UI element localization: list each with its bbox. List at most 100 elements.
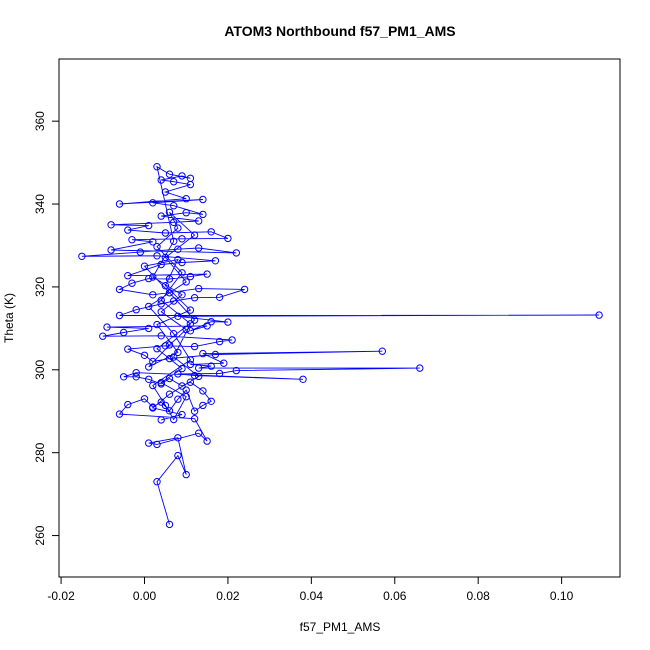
data-point bbox=[182, 393, 190, 401]
data-point bbox=[195, 217, 203, 225]
data-point bbox=[207, 362, 215, 370]
data-point bbox=[165, 390, 174, 398]
data-point bbox=[132, 369, 140, 377]
data-point bbox=[195, 429, 203, 437]
data-point bbox=[228, 336, 236, 344]
data-point bbox=[299, 375, 307, 383]
data-point bbox=[203, 270, 211, 278]
data-point bbox=[195, 244, 203, 252]
data-point bbox=[190, 342, 199, 351]
data-point bbox=[157, 300, 165, 308]
data-point bbox=[199, 401, 207, 410]
data-point bbox=[190, 371, 199, 380]
data-point bbox=[136, 248, 145, 256]
x-tick-label: 0.08 bbox=[467, 589, 491, 603]
data-point bbox=[203, 322, 211, 330]
data-point bbox=[595, 311, 603, 319]
x-tick-label: 0.06 bbox=[383, 589, 407, 603]
axes-layer: -0.02 0.00 0.02 0.04 0.06 0.08 0.10 260 280 300 32… bbox=[33, 111, 574, 603]
data-point bbox=[224, 318, 232, 326]
data-point bbox=[195, 364, 203, 372]
data-point bbox=[178, 172, 186, 180]
data-point bbox=[178, 382, 186, 390]
data-point bbox=[186, 306, 195, 314]
data-point bbox=[107, 246, 115, 254]
data-point bbox=[124, 345, 132, 353]
data-point bbox=[182, 209, 190, 217]
data-point bbox=[165, 289, 174, 297]
data-point bbox=[124, 400, 132, 409]
data-point bbox=[170, 353, 178, 361]
y-tick-label: 340 bbox=[33, 194, 47, 214]
series-layer bbox=[78, 163, 603, 529]
data-point bbox=[140, 351, 149, 359]
data-point bbox=[161, 229, 170, 237]
chart-title: ATOM3 Northbound f57_PM1_AMS bbox=[224, 23, 455, 39]
data-point bbox=[120, 328, 128, 337]
data-point bbox=[165, 208, 174, 217]
data-point bbox=[186, 320, 195, 328]
data-point bbox=[178, 269, 186, 277]
data-point bbox=[157, 296, 165, 304]
data-point bbox=[153, 243, 161, 251]
data-point bbox=[174, 348, 182, 357]
data-point bbox=[157, 176, 165, 184]
data-point bbox=[124, 272, 132, 280]
data-point bbox=[199, 349, 207, 358]
data-point bbox=[128, 236, 136, 244]
data-point bbox=[211, 350, 220, 359]
data-point bbox=[153, 163, 161, 171]
data-point bbox=[149, 273, 157, 281]
data-point bbox=[145, 324, 153, 333]
data-point bbox=[157, 378, 165, 387]
y-tick-label: 360 bbox=[33, 111, 47, 131]
data-point bbox=[145, 439, 153, 447]
data-point bbox=[145, 221, 153, 230]
data-point bbox=[186, 327, 195, 335]
data-point bbox=[211, 257, 220, 265]
data-point bbox=[149, 381, 157, 390]
data-point bbox=[178, 410, 186, 419]
data-point bbox=[115, 285, 124, 294]
data-point bbox=[165, 275, 174, 283]
data-point bbox=[190, 316, 199, 324]
data-point bbox=[182, 195, 190, 203]
data-point bbox=[178, 364, 186, 373]
x-tick-label: 0.00 bbox=[133, 589, 157, 603]
data-point bbox=[153, 252, 161, 260]
data-point bbox=[174, 245, 182, 253]
data-point bbox=[78, 252, 86, 260]
data-point bbox=[145, 274, 153, 283]
y-tick-label: 320 bbox=[33, 277, 47, 297]
data-point bbox=[165, 374, 174, 383]
data-point bbox=[186, 272, 195, 281]
data-point bbox=[132, 373, 140, 381]
data-point bbox=[124, 226, 132, 234]
x-tick-label: -0.02 bbox=[47, 589, 75, 603]
data-point bbox=[161, 342, 170, 350]
data-point bbox=[215, 293, 224, 301]
data-point bbox=[174, 312, 182, 320]
data-point bbox=[103, 323, 111, 331]
data-point bbox=[157, 332, 165, 340]
y-tick-label: 260 bbox=[33, 525, 47, 545]
data-point bbox=[140, 262, 149, 270]
data-point bbox=[190, 294, 199, 302]
data-point bbox=[107, 221, 115, 229]
data-point bbox=[145, 302, 153, 311]
data-point bbox=[186, 174, 195, 183]
data-point bbox=[174, 434, 182, 442]
data-point bbox=[207, 228, 215, 236]
data-point bbox=[174, 224, 182, 232]
data-point bbox=[161, 253, 170, 262]
data-point bbox=[149, 357, 157, 366]
y-tick-label: 300 bbox=[33, 359, 47, 379]
data-point bbox=[140, 395, 149, 403]
data-point bbox=[199, 195, 207, 204]
data-point bbox=[157, 416, 165, 424]
data-point bbox=[99, 332, 107, 340]
data-point bbox=[182, 470, 190, 479]
data-point bbox=[128, 279, 136, 287]
